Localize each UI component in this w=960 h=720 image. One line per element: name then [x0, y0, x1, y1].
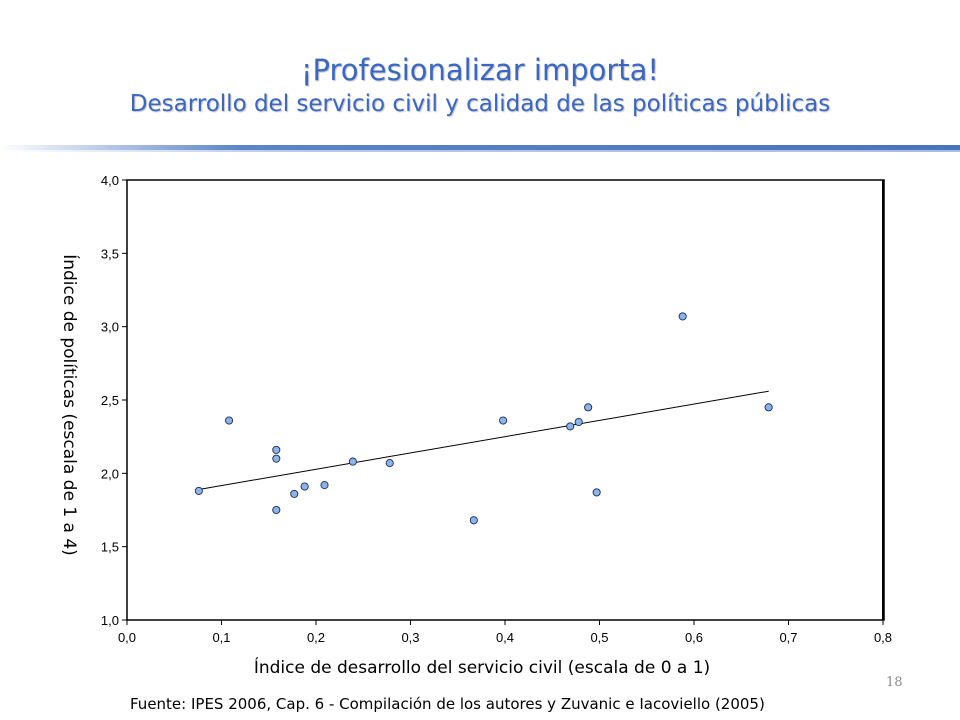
slide-title: ¡Profesionalizar importa!	[300, 53, 660, 87]
data-point	[300, 482, 309, 491]
title-divider-shadow	[0, 150, 960, 152]
trendline-group	[198, 390, 769, 490]
x-axis-label: Índice de desarrollo del servicio civil …	[254, 656, 710, 678]
data-point	[469, 516, 478, 525]
y-axis: 1,0 1,5 2,0 2,5 3,0 3,5 4,0	[101, 173, 127, 628]
y-tick-label: 3,0	[101, 320, 119, 335]
data-point	[320, 481, 329, 490]
data-point	[272, 505, 281, 515]
x-tick-label: 0,6	[685, 630, 703, 645]
data-point	[272, 454, 281, 463]
y-tick-label: 2,0	[101, 466, 119, 481]
x-tick-label: 0,5	[590, 630, 608, 645]
data-point	[225, 416, 234, 425]
y-tick-label: 1,5	[101, 540, 119, 555]
data-point	[678, 312, 687, 321]
data-point	[194, 486, 203, 495]
y-tick-label: 2,5	[101, 393, 119, 408]
data-point	[584, 403, 593, 412]
title-divider	[0, 145, 960, 150]
y-tick-label: 1,0	[101, 613, 119, 628]
page-number: 18	[886, 675, 903, 690]
y-tick-label: 3,5	[101, 246, 119, 261]
data-point	[272, 445, 281, 454]
x-tick-label: 0,3	[401, 630, 419, 645]
x-tick-label: 0,1	[212, 630, 230, 645]
data-point	[764, 403, 773, 412]
x-tick-label: 0,2	[307, 630, 325, 645]
data-point	[592, 488, 601, 497]
data-point	[566, 422, 575, 431]
y-tick-label: 4,0	[101, 173, 119, 188]
data-point	[290, 489, 299, 498]
x-tick-label: 0,7	[779, 630, 797, 645]
slide-subtitle: Desarrollo del servicio civil y calidad …	[129, 91, 831, 117]
plot-area	[126, 179, 885, 621]
x-tick-label: 0,8	[874, 630, 892, 645]
source-note: Fuente: IPES 2006, Cap. 6 - Compilación …	[130, 695, 765, 713]
data-point	[385, 459, 394, 468]
x-axis: 0,0 0,1 0,2 0,3 0,4 0,5 0,6 0,7 0,8	[118, 620, 892, 645]
x-tick-label: 0,0	[118, 630, 136, 645]
data-point	[499, 416, 508, 425]
trendline	[198, 390, 769, 490]
data-point	[574, 417, 583, 427]
x-tick-label: 0,4	[496, 630, 514, 645]
data-point	[348, 457, 357, 466]
data-points	[194, 312, 773, 525]
y-axis-label: Índice de políticas (escala de 1 a 4)	[59, 254, 81, 556]
